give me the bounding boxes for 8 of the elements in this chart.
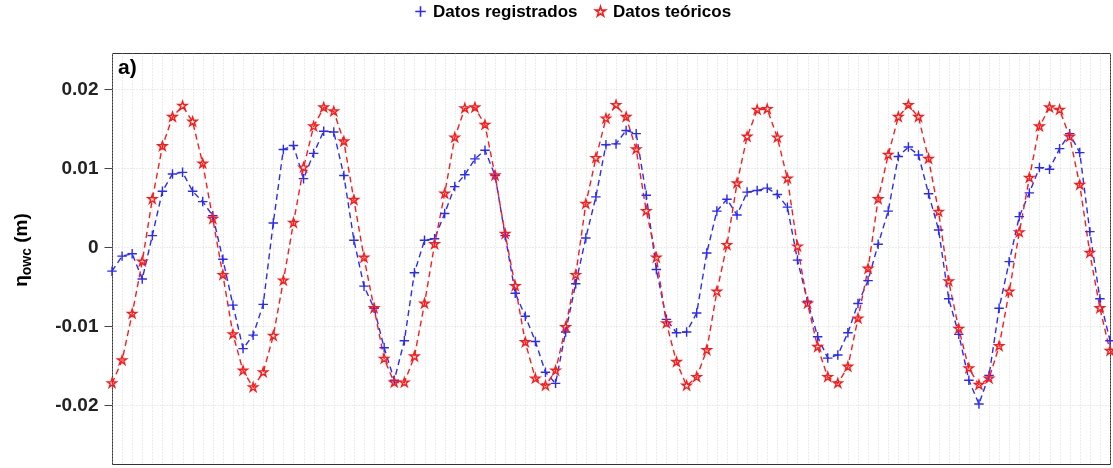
y-tick-label: 0.01	[61, 157, 99, 179]
legend-label: Datos registrados	[433, 1, 578, 21]
y-tick-label: 0.02	[61, 78, 99, 100]
y-tick-label: 0	[87, 236, 99, 258]
y-tick-label: -0.02	[55, 394, 99, 416]
annotation: a)	[118, 55, 137, 78]
y-tick-label: -0.01	[55, 315, 99, 337]
legend-label: Datos teóricos	[613, 1, 732, 21]
